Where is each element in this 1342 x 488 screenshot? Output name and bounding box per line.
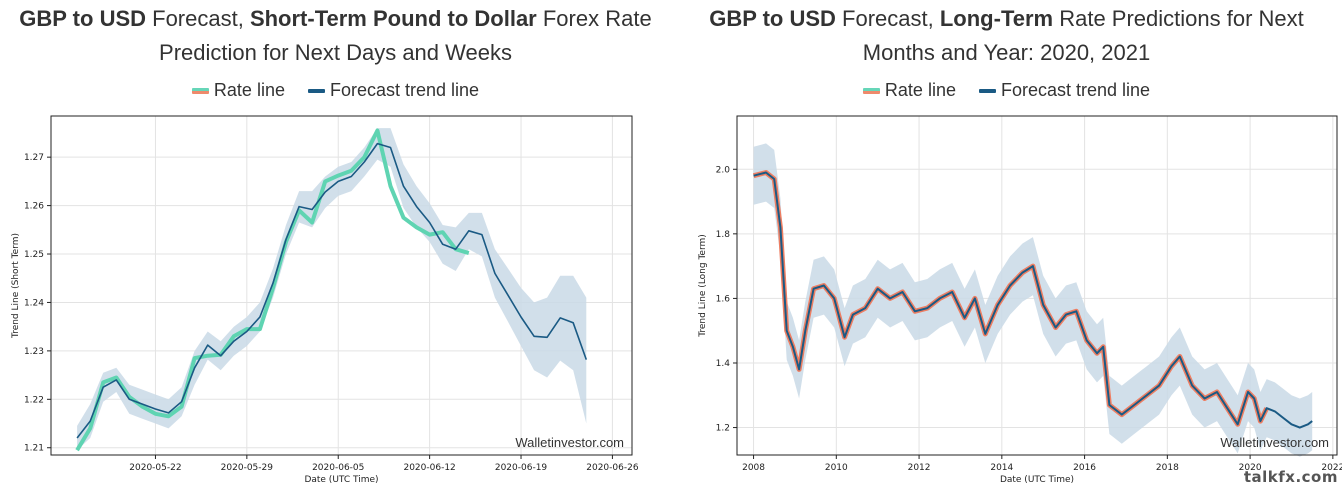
forecast-trend-line	[753, 171, 1313, 429]
short-term-title: GBP to USD Forecast, Short-Term Pound to…	[0, 2, 671, 70]
legend-item-rate[interactable]: Rate line	[191, 78, 285, 102]
short-term-legend: Rate line Forecast trend line	[0, 78, 671, 102]
y-tick-label: 2.0	[716, 165, 731, 175]
plot-frame	[50, 115, 633, 456]
y-tick-label: 1.22	[24, 395, 44, 405]
confidence-band	[77, 128, 587, 451]
brand-watermark: talkfx.com	[1243, 468, 1338, 486]
plot-frame	[736, 115, 1338, 456]
x-axis-label: Date (UTC Time)	[304, 475, 378, 485]
confidence-band	[753, 143, 1313, 457]
title-part: Rate Predictions for Next Months and Yea…	[862, 6, 1304, 65]
x-tick-label: 2020-06-05	[312, 463, 364, 473]
y-tick-label: 1.6	[716, 294, 731, 304]
short-term-panel: GBP to USD Forecast, Short-Term Pound to…	[0, 0, 671, 488]
x-axis-label: Date (UTC Time)	[1000, 475, 1074, 485]
x-tick-label: 2020	[1239, 463, 1262, 473]
y-tick-label: 1.4	[716, 359, 731, 369]
x-tick-label: 2020-05-29	[221, 463, 274, 473]
title-part: Forecast,	[835, 6, 940, 31]
y-tick-label: 1.26	[24, 202, 44, 212]
rate-line-swatch	[191, 88, 209, 95]
x-tick-label: 2010	[825, 463, 848, 473]
walletinvestor-watermark: Walletinvestor.com	[515, 435, 624, 450]
y-tick-label: 1.24	[24, 298, 44, 308]
legend-label: Forecast trend line	[329, 80, 480, 100]
legend-label: Forecast trend line	[1000, 80, 1151, 100]
legend-item-trend[interactable]: Forecast trend line	[978, 78, 1151, 102]
forecast-trend-line	[76, 142, 588, 439]
x-tick-label: 2008	[742, 463, 765, 473]
x-tick-label: 2020-05-22	[129, 463, 181, 473]
legend-item-trend[interactable]: Forecast trend line	[307, 78, 480, 102]
legend-label: Rate line	[213, 80, 285, 100]
x-tick-label: 2022	[1321, 463, 1342, 473]
long-term-chart[interactable]: 2008 2010 2012 2014 2016 2018 2020 2022 1.2 1.4 1.…	[671, 0, 1342, 488]
trend-line-swatch	[307, 89, 325, 94]
trend-line-swatch	[978, 89, 996, 94]
title-part: Short-Term Pound to Dollar	[249, 6, 537, 31]
y-axis-label: Trend Line (Short Term)	[11, 233, 21, 339]
x-tick-label: 2014	[990, 463, 1013, 473]
x-tick-label: 2020-06-26	[586, 463, 639, 473]
x-tick-label: 2012	[908, 463, 931, 473]
legend-item-rate[interactable]: Rate line	[862, 78, 956, 102]
short-term-chart[interactable]: 2020-05-22 2020-05-29 2020-06-05 2020-06-12…	[0, 0, 671, 488]
y-axis-label: Trend Line (Long Term)	[698, 234, 708, 338]
y-tick-label: 1.21	[24, 444, 44, 454]
title-part: Forex Rate Prediction for Next Days and …	[159, 6, 652, 65]
x-tick-label: 2020-06-12	[403, 463, 455, 473]
walletinvestor-watermark: Walletinvestor.com	[1220, 435, 1329, 450]
title-part: GBP to USD	[19, 6, 147, 31]
x-tick-label: 2016	[1073, 463, 1096, 473]
y-tick-label: 1.23	[24, 347, 44, 357]
x-tick-label: 2020-06-19	[495, 463, 548, 473]
y-tick-label: 1.8	[716, 230, 731, 240]
x-tick-label: 2018	[1156, 463, 1179, 473]
y-tick-label: 1.2	[716, 424, 730, 434]
title-part: GBP to USD	[709, 6, 836, 31]
long-term-title: GBP to USD Forecast, Long-Term Rate Pred…	[671, 2, 1342, 70]
long-term-panel: GBP to USD Forecast, Long-Term Rate Pred…	[671, 0, 1342, 488]
legend-label: Rate line	[884, 80, 956, 100]
y-tick-label: 1.25	[24, 250, 44, 260]
rate-line	[75, 128, 470, 452]
long-term-legend: Rate line Forecast trend line	[671, 78, 1342, 102]
title-part: Forecast,	[146, 6, 250, 31]
title-part: Long-Term	[939, 6, 1054, 31]
y-tick-label: 1.27	[24, 153, 44, 163]
rate-line-swatch	[862, 88, 880, 95]
